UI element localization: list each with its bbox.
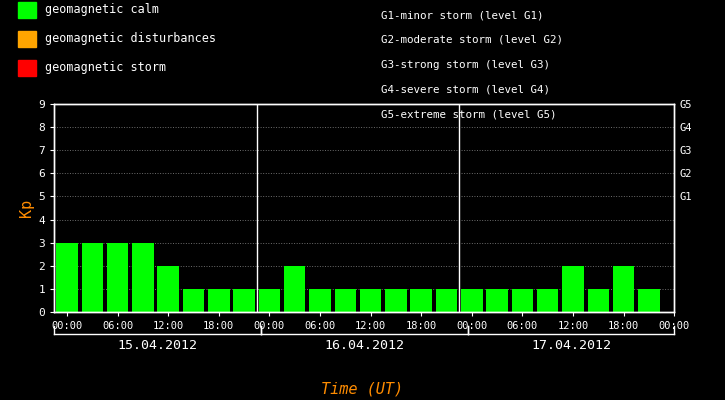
Bar	[537, 289, 558, 312]
Text: G2-moderate storm (level G2): G2-moderate storm (level G2)	[381, 35, 563, 45]
Bar	[284, 266, 305, 312]
Bar	[385, 289, 407, 312]
Bar	[157, 266, 179, 312]
Bar	[512, 289, 533, 312]
Bar	[310, 289, 331, 312]
Bar	[259, 289, 280, 312]
Bar	[334, 289, 356, 312]
Text: G4-severe storm (level G4): G4-severe storm (level G4)	[381, 84, 550, 94]
Bar	[233, 289, 255, 312]
Bar	[82, 243, 103, 312]
Bar	[587, 289, 609, 312]
Bar	[132, 243, 154, 312]
Bar	[183, 289, 204, 312]
Text: G5-extreme storm (level G5): G5-extreme storm (level G5)	[381, 109, 556, 119]
Text: geomagnetic disturbances: geomagnetic disturbances	[45, 32, 216, 45]
Text: 15.04.2012: 15.04.2012	[117, 339, 198, 352]
Text: 17.04.2012: 17.04.2012	[531, 339, 611, 352]
Bar	[360, 289, 381, 312]
Bar	[57, 243, 78, 312]
Bar	[461, 289, 483, 312]
Text: 16.04.2012: 16.04.2012	[324, 339, 405, 352]
Text: geomagnetic calm: geomagnetic calm	[45, 4, 159, 16]
Bar	[436, 289, 457, 312]
Bar	[208, 289, 230, 312]
Text: G1-minor storm (level G1): G1-minor storm (level G1)	[381, 10, 543, 20]
Bar	[563, 266, 584, 312]
Text: Time (UT): Time (UT)	[321, 381, 404, 396]
Bar	[613, 266, 634, 312]
Text: G3-strong storm (level G3): G3-strong storm (level G3)	[381, 60, 550, 70]
Bar	[107, 243, 128, 312]
Text: geomagnetic storm: geomagnetic storm	[45, 61, 166, 74]
Bar	[638, 289, 660, 312]
Bar	[486, 289, 508, 312]
Y-axis label: Kp: Kp	[20, 199, 34, 217]
Bar	[410, 289, 432, 312]
